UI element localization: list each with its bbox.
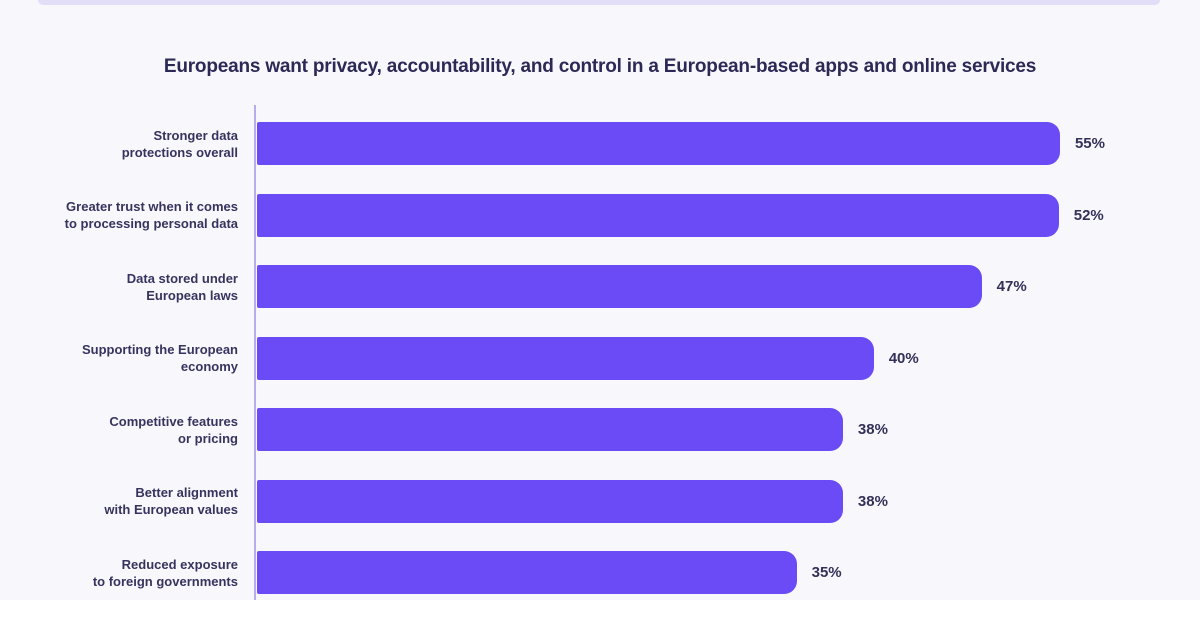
category-label: Stronger data protections overall	[121, 127, 238, 160]
bar-track: 40%	[257, 336, 1105, 380]
bar-row: Data stored under European laws 47%	[0, 265, 1200, 308]
bar	[257, 479, 843, 523]
value-label: 38%	[857, 492, 888, 510]
bar-row: Stronger data protections overall 55%	[0, 122, 1200, 165]
bar	[257, 408, 843, 451]
category-label: Data stored under European laws	[126, 270, 238, 303]
bar	[257, 551, 797, 594]
value-label: 52%	[1073, 206, 1104, 224]
bar-track: 52%	[257, 193, 1105, 237]
bar	[257, 336, 874, 380]
top-banner-edge	[38, 0, 1160, 5]
bar-row: Competitive features or pricing 38%	[0, 408, 1200, 451]
bar-row: Reduced exposure to foreign governments …	[0, 551, 1200, 594]
category-label: Competitive features or pricing	[109, 413, 238, 446]
bar-row: Greater trust when it comes to processin…	[0, 193, 1200, 237]
bar-row: Supporting the European economy 40%	[0, 336, 1200, 380]
bar	[257, 122, 1060, 165]
bar-track: 47%	[257, 265, 1105, 308]
y-axis-line	[254, 105, 256, 600]
bar-track: 38%	[257, 479, 1105, 523]
chart-title: Europeans want privacy, accountability, …	[163, 55, 1037, 77]
value-label: 47%	[996, 278, 1027, 295]
chart-canvas: Europeans want privacy, accountability, …	[38, 0, 1160, 600]
value-label: 38%	[857, 421, 888, 438]
bar	[257, 193, 1059, 237]
category-label: Better alignment with European values	[104, 485, 238, 517]
bar-track: 55%	[257, 122, 1105, 165]
bar-rows: Stronger data protections overall 55% Gr…	[0, 122, 1200, 623]
category-label: Reduced exposure to foreign governments	[92, 556, 238, 589]
bar-row: Better alignment with European values 38…	[0, 479, 1200, 523]
value-label: 35%	[811, 564, 842, 581]
value-label: 40%	[888, 349, 919, 367]
bar-track: 38%	[257, 408, 1105, 451]
bar-track: 35%	[257, 551, 1105, 594]
bar	[257, 265, 982, 308]
value-label: 55%	[1074, 135, 1105, 152]
category-label: Greater trust when it comes to processin…	[64, 199, 238, 231]
category-label: Supporting the European economy	[82, 342, 238, 374]
